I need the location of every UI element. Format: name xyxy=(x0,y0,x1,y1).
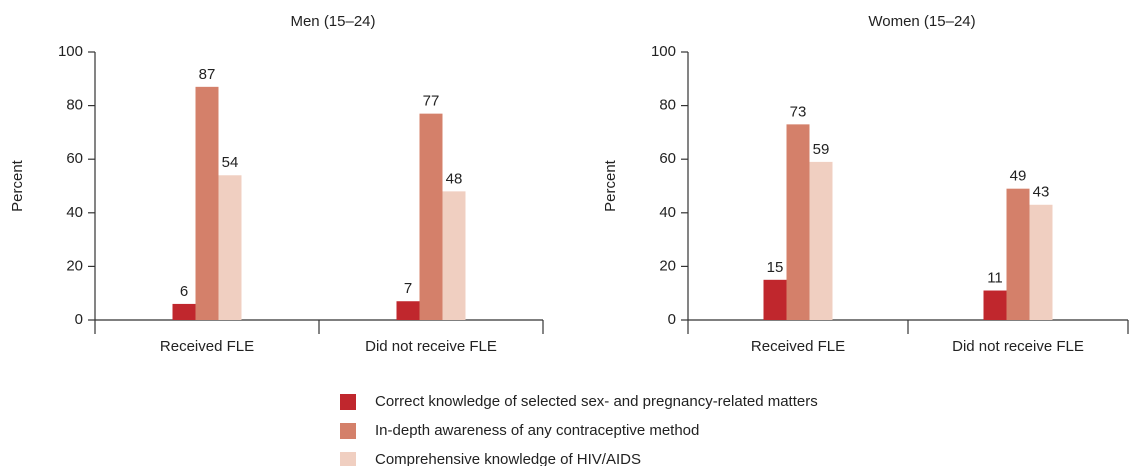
bar xyxy=(195,86,219,320)
y-tick-label: 60 xyxy=(659,150,676,167)
bar xyxy=(983,290,1007,320)
data-label: 11 xyxy=(987,269,1003,286)
legend-label: Correct knowledge of selected sex- and p… xyxy=(375,393,818,410)
x-tick-label: Did not receive FLE xyxy=(365,338,497,355)
legend-swatch xyxy=(340,394,356,410)
bar xyxy=(442,191,466,320)
y-tick-label: 0 xyxy=(668,311,676,328)
legend-swatch xyxy=(340,423,356,439)
y-tick-label: 40 xyxy=(659,204,676,221)
bar xyxy=(1029,204,1053,320)
data-label: 6 xyxy=(180,283,188,300)
data-label: 43 xyxy=(1033,184,1050,201)
y-tick-label: 60 xyxy=(66,150,83,167)
data-label: 59 xyxy=(813,141,830,158)
y-tick-label: 40 xyxy=(66,204,83,221)
y-tick-label: 20 xyxy=(659,257,676,274)
y-tick-label: 80 xyxy=(66,97,83,114)
x-tick-label: Received FLE xyxy=(751,338,845,355)
chart-title: Women (15–24) xyxy=(868,13,975,30)
data-label: 73 xyxy=(790,103,807,120)
bar xyxy=(396,301,420,320)
y-axis-label: Percent xyxy=(602,159,619,212)
x-tick-label: Did not receive FLE xyxy=(952,338,1084,355)
data-label: 7 xyxy=(404,280,412,297)
data-label: 48 xyxy=(446,170,463,187)
legend-label: In-depth awareness of any contraceptive … xyxy=(375,422,699,439)
data-label: 15 xyxy=(767,259,784,276)
bar xyxy=(786,124,810,320)
legend-label: Comprehensive knowledge of HIV/AIDS xyxy=(375,451,641,466)
bar xyxy=(809,161,833,320)
data-label: 54 xyxy=(222,154,239,171)
y-tick-label: 100 xyxy=(58,43,83,60)
bar xyxy=(763,279,787,320)
bar xyxy=(1006,188,1030,320)
data-label: 87 xyxy=(199,66,216,83)
chart-title: Men (15–24) xyxy=(290,13,375,30)
bar xyxy=(172,303,196,320)
y-tick-label: 0 xyxy=(75,311,83,328)
bar xyxy=(218,175,242,320)
y-axis-label: Percent xyxy=(9,159,26,212)
data-label: 77 xyxy=(423,93,440,110)
data-label: 49 xyxy=(1010,168,1027,185)
bar xyxy=(419,113,443,320)
y-tick-label: 20 xyxy=(66,257,83,274)
y-tick-label: 100 xyxy=(651,43,676,60)
x-tick-label: Received FLE xyxy=(160,338,254,355)
y-tick-label: 80 xyxy=(659,97,676,114)
legend-swatch xyxy=(340,452,356,466)
